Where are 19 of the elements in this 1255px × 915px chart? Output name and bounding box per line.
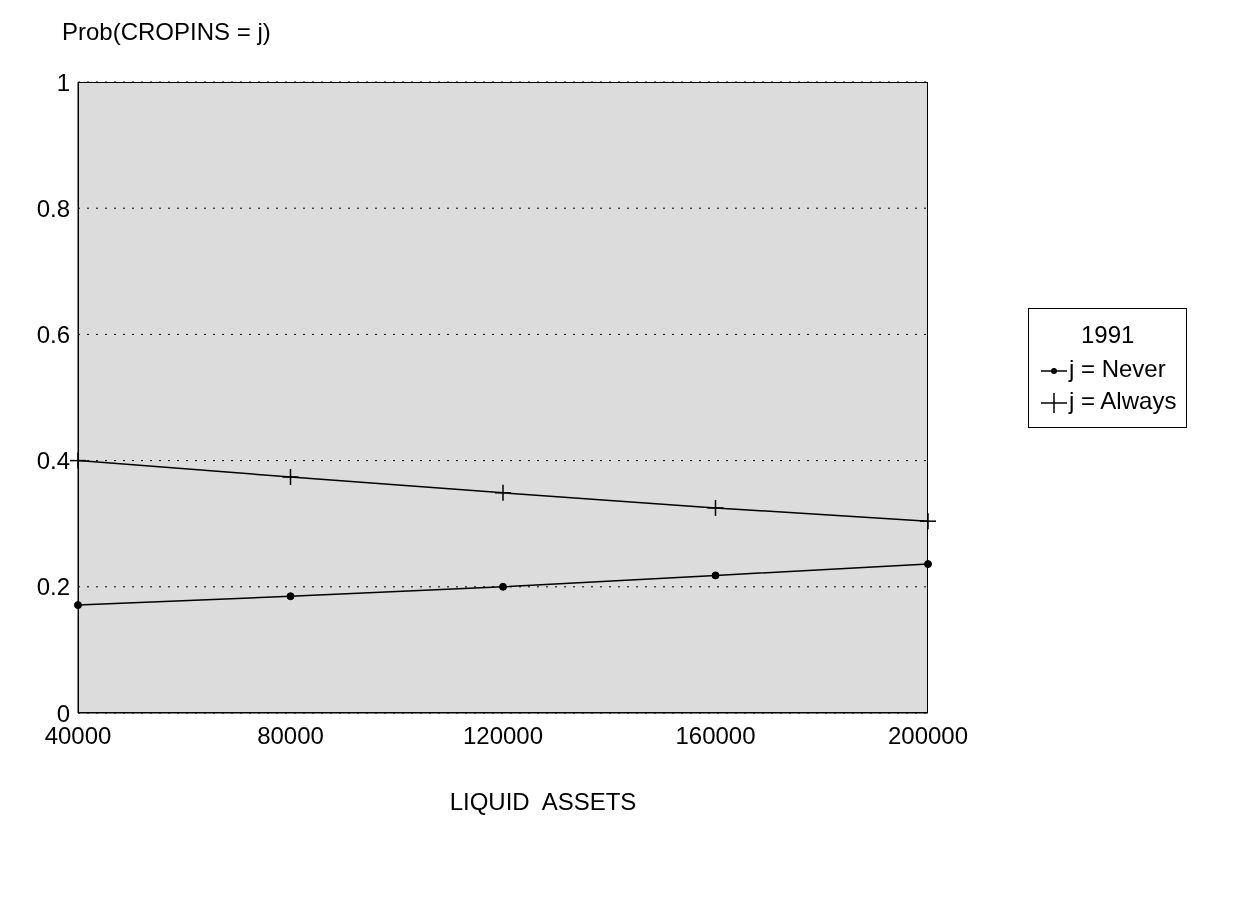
point	[924, 560, 932, 569]
point	[74, 601, 82, 610]
legend-label: j = Never	[1069, 355, 1166, 382]
y-axis-title: Prob(CROPINS = j)	[62, 18, 271, 46]
point	[499, 582, 507, 591]
x-tick-label: 80000	[257, 722, 324, 750]
legend-title: 1991	[1080, 321, 1136, 349]
y-tick-label: 1	[56, 68, 70, 96]
x-tick-label: 200000	[887, 722, 969, 750]
x-axis-title: LIQUID ASSETS	[448, 788, 638, 816]
x-tick-label: 120000	[462, 722, 544, 750]
y-tick-label: 0.8	[36, 194, 70, 222]
y-tick-label: 0.6	[36, 320, 70, 348]
point	[286, 592, 295, 601]
y-tick-label: 0.2	[36, 573, 70, 601]
y-tick-label: 0.4	[36, 447, 70, 475]
point	[711, 571, 720, 580]
legend-label: j = Always	[1069, 387, 1177, 414]
x-tick-label: 160000	[675, 722, 756, 750]
